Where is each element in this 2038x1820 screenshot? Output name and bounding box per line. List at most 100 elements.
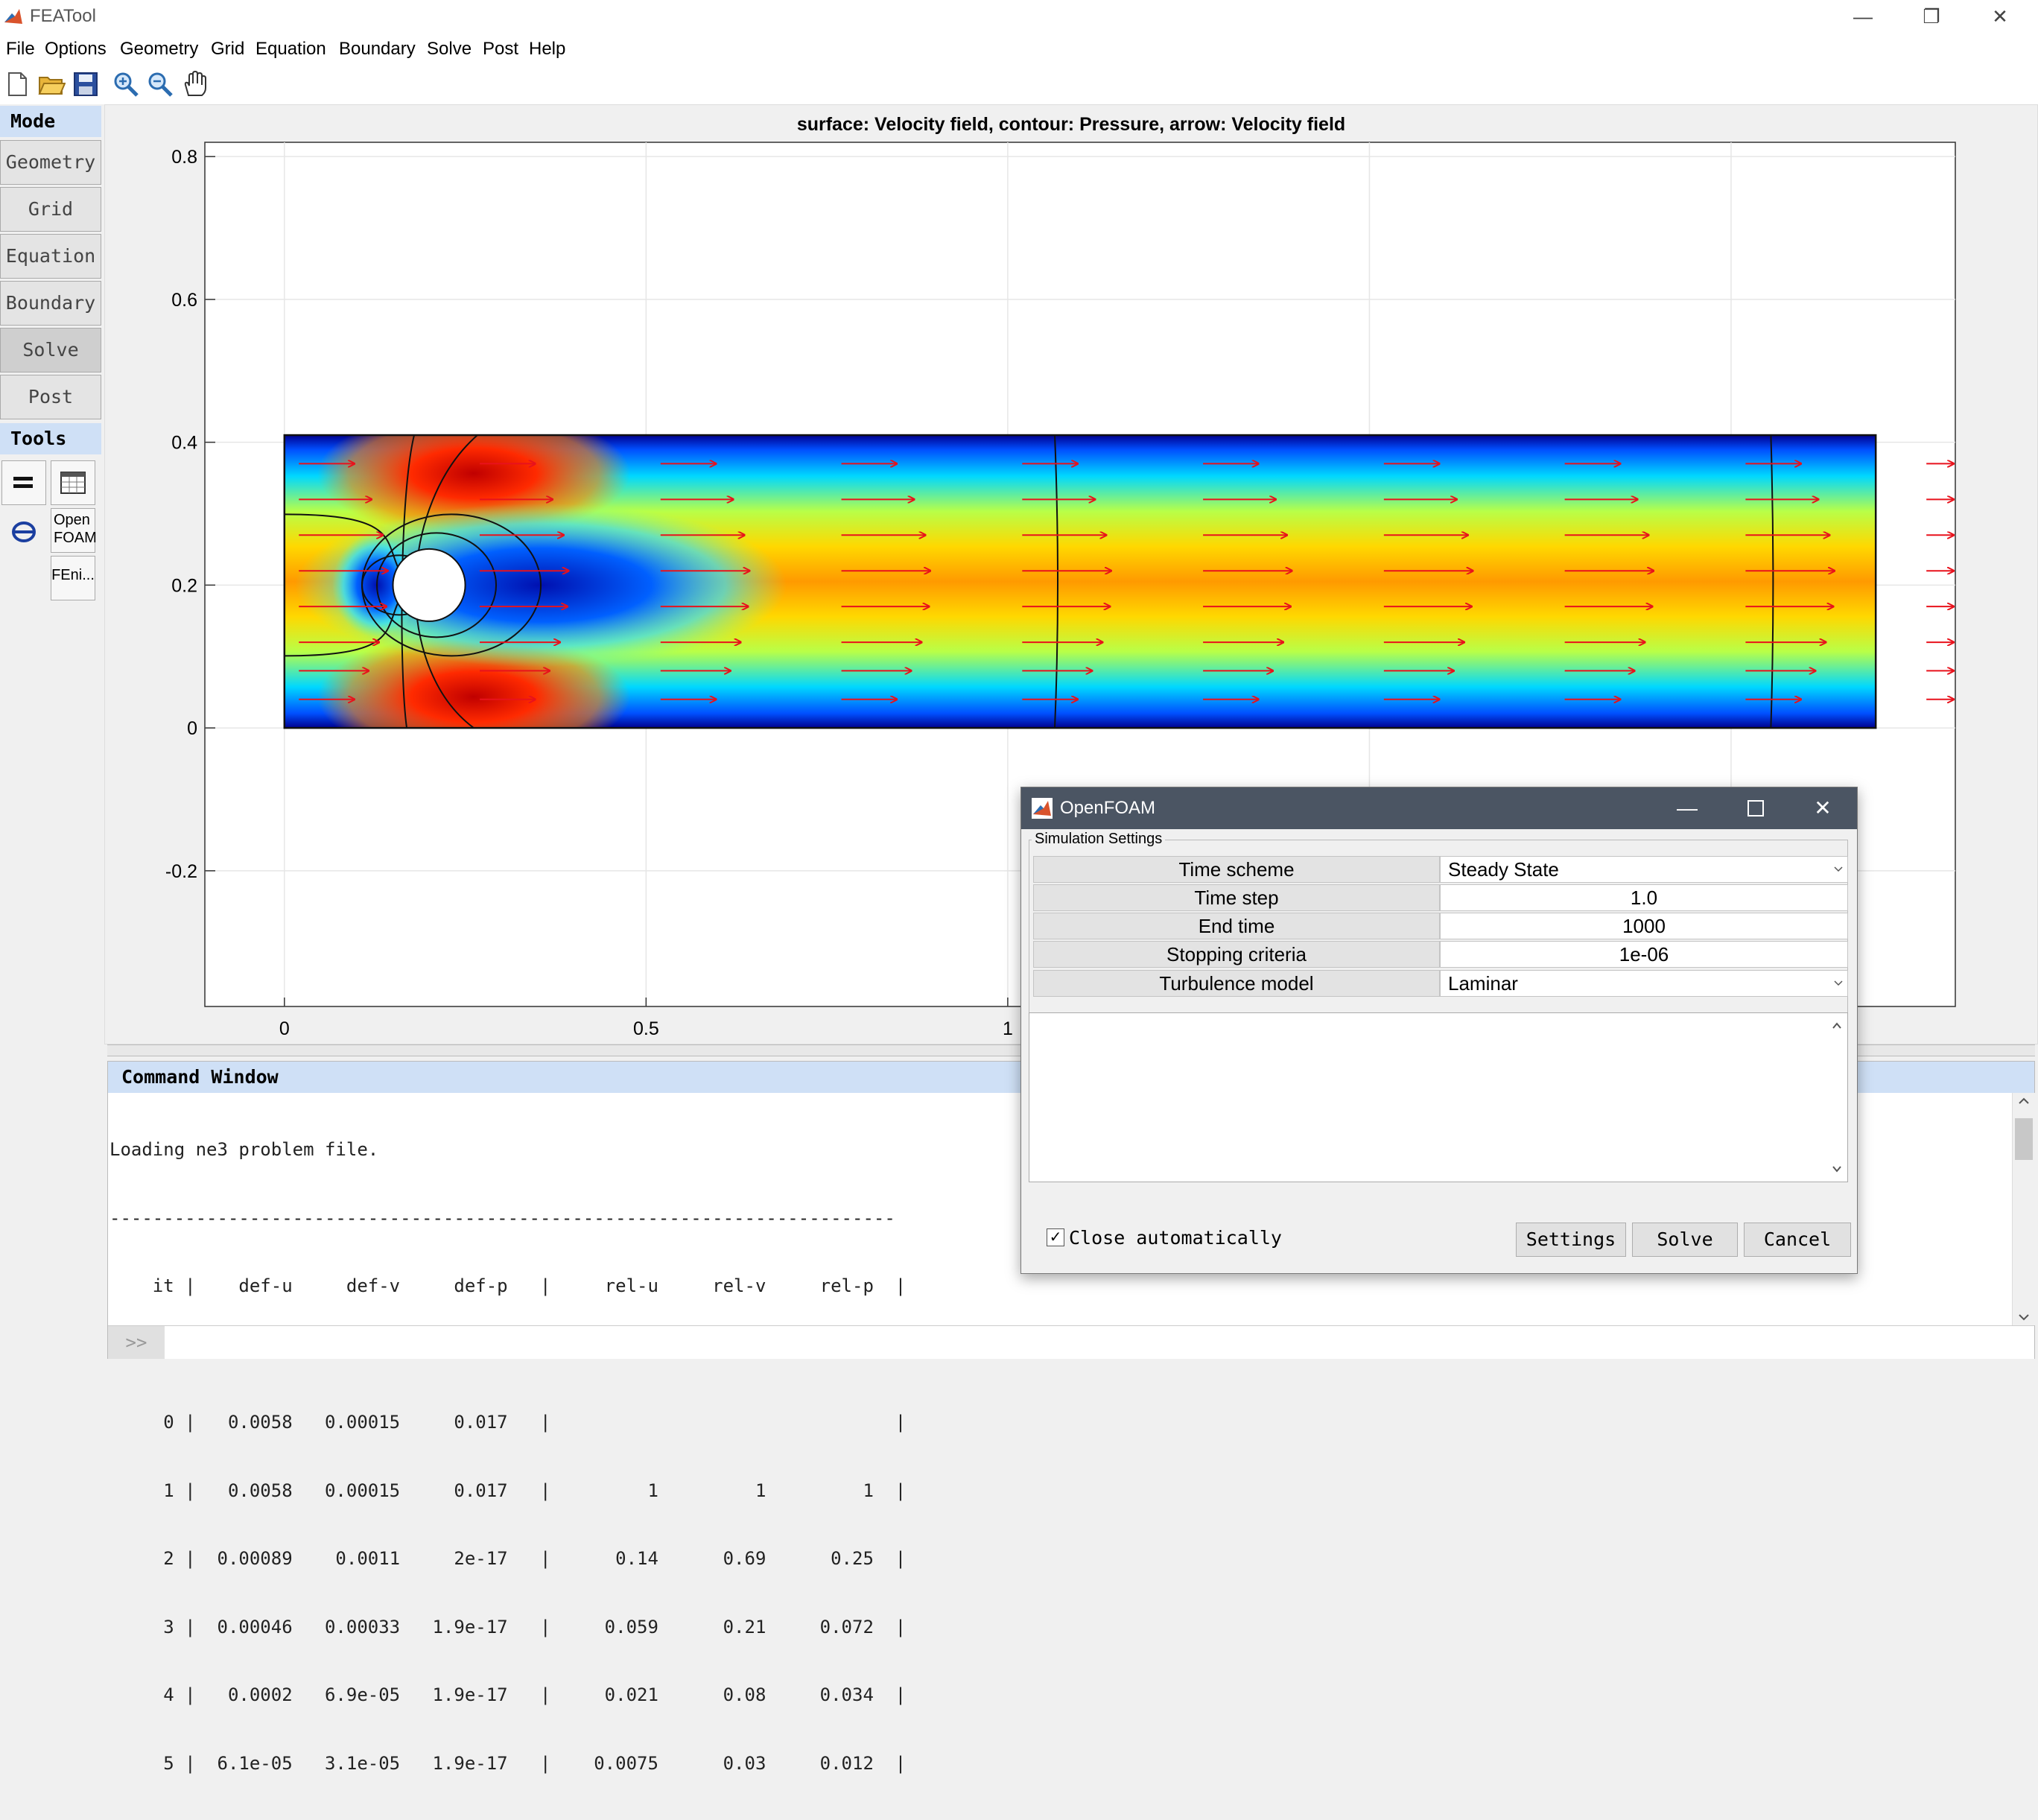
equals-icon [13,477,33,488]
menu-file[interactable]: File [6,39,35,59]
tools-header: Tools [0,423,101,454]
output-line: 4 | 0.0002 6.9e-05 1.9e-17 | 0.021 0.08 … [109,1684,907,1705]
end-time-field[interactable]: 1000 [1440,913,1848,939]
pressure-contour [376,532,498,638]
chevron-down-icon [1834,866,1843,872]
dialog-maximize-button[interactable] [1721,787,1790,829]
menu-bar: File Options Geometry Grid Equation Boun… [0,33,2038,64]
menu-boundary[interactable]: Boundary [339,39,416,59]
mode-geometry-button[interactable]: Geometry [0,140,101,185]
mode-equation-button[interactable]: Equation [0,234,101,279]
menu-geometry[interactable]: Geometry [120,39,199,59]
dialog-close-button[interactable]: ✕ [1814,796,1832,819]
dialog-log-area[interactable] [1029,1012,1848,1182]
x-tick-label: 0 [279,1018,290,1039]
stopping-criteria-label: Stopping criteria [1033,941,1440,968]
fenics-button[interactable]: FEni... [51,556,95,600]
y-tick-label: -0.2 [165,861,197,882]
maximize-icon [1747,800,1764,817]
dialog-title: OpenFOAM [1060,798,1156,818]
stopping-criteria-field[interactable]: 1e-06 [1440,941,1848,968]
y-tick-label: 0 [187,718,197,739]
table-icon [60,472,86,494]
y-tick-label: 0.6 [171,290,197,311]
output-line: 2 | 0.00089 0.0011 2e-17 | 0.14 0.69 0.2… [109,1548,907,1569]
menu-solve[interactable]: Solve [427,39,472,59]
channel-boundary [283,434,1877,729]
window-title: FEATool [30,6,96,26]
time-scheme-select[interactable]: Steady State [1440,856,1848,883]
openfoam-dialog: OpenFOAM — ✕ Simulation Settings Time sc… [1020,787,1858,1274]
menu-help[interactable]: Help [529,39,566,59]
dialog-minimize-button[interactable]: — [1677,796,1698,819]
matlab-logo-icon [3,6,24,27]
menu-options[interactable]: Options [45,39,107,59]
end-time-label: End time [1033,913,1440,939]
open-folder-icon[interactable] [37,70,66,98]
close-automatically-label: Close automatically [1069,1227,1282,1249]
menu-equation[interactable]: Equation [255,39,326,59]
zoom-out-icon[interactable] [146,70,174,98]
close-button[interactable]: ✕ [1992,5,2008,28]
dialog-title-bar: OpenFOAM — ✕ [1021,787,1857,829]
checkmark-icon: ✓ [1049,1229,1062,1246]
toolbar [0,64,2038,105]
dialog-log-scrollbar[interactable] [1826,1013,1847,1182]
new-file-icon[interactable] [3,70,31,98]
time-scheme-label: Time scheme [1033,856,1440,883]
cylinder-obstacle [392,548,466,622]
time-step-label: Time step [1033,884,1440,911]
pressure-contour [1770,435,1774,729]
plot-title: surface: Velocity field, contour: Pressu… [796,114,1346,135]
zoom-in-icon[interactable] [112,70,140,98]
turbulence-model-value: Laminar [1448,972,1518,995]
command-output: Loading ne3 problem file. --------------… [109,1093,906,1820]
pressure-contour [361,513,542,657]
mode-boundary-button[interactable]: Boundary [0,281,101,326]
command-scrollbar[interactable] [2012,1093,2035,1325]
time-scheme-value: Steady State [1448,858,1559,881]
y-tick-label: 0.4 [171,433,197,454]
output-line: 3 | 0.00046 0.00033 1.9e-17 | 0.059 0.21… [109,1616,907,1637]
mode-post-button[interactable]: Post [0,375,101,419]
x-tick-label: 0.5 [633,1018,659,1039]
cancel-button[interactable]: Cancel [1744,1223,1851,1257]
matlab-logo-icon [1032,798,1053,819]
y-tick-label: 0.8 [171,147,197,168]
equals-tool-button[interactable] [1,460,46,505]
turbulence-model-label: Turbulence model [1033,970,1440,997]
output-line: it | def-u def-v def-p | rel-u rel-v rel… [109,1275,907,1296]
command-input[interactable]: >> [108,1325,2034,1359]
output-line: 1 | 0.0058 0.00015 0.017 | 1 1 1 | [109,1480,907,1501]
save-icon[interactable] [72,70,100,98]
command-prompt: >> [108,1326,165,1359]
pressure-contour [1054,435,1059,729]
velocity-surface [284,435,1876,729]
velocity-arrows [299,463,1954,699]
x-tick-label: 1 [1003,1018,1013,1039]
pan-hand-icon[interactable] [180,70,209,98]
solve-button[interactable]: Solve [1632,1223,1738,1257]
close-automatically-checkbox[interactable]: ✓ [1047,1228,1064,1246]
output-line: 5 | 6.1e-05 3.1e-05 1.9e-17 | 0.0075 0.0… [109,1752,907,1774]
mode-header: Mode [0,106,101,137]
mode-grid-button[interactable]: Grid [0,187,101,232]
output-line: 0 | 0.0058 0.00015 0.017 | | [109,1412,907,1433]
mode-panel: Mode Geometry Grid Equation Boundary Sol… [0,104,104,1359]
menu-post[interactable]: Post [483,39,519,59]
title-bar: FEATool — ❐ ✕ [0,0,2038,33]
y-tick-label: 0.2 [171,575,197,596]
mode-solve-button[interactable]: Solve [0,328,101,372]
openfoam-button[interactable]: Open FOAM [51,508,97,553]
simulation-settings-label: Simulation Settings [1032,831,1166,848]
turbulence-model-select[interactable]: Laminar [1440,970,1848,997]
chevron-down-icon [1834,980,1843,986]
minimize-button[interactable]: — [1853,5,1873,28]
menu-grid[interactable]: Grid [211,39,245,59]
openfoam-logo-icon [4,513,43,551]
output-line: Loading ne3 problem file. [109,1139,379,1160]
time-step-field[interactable]: 1.0 [1440,884,1848,911]
table-tool-button[interactable] [51,460,95,505]
restore-button[interactable]: ❐ [1923,5,1940,28]
settings-button[interactable]: Settings [1516,1223,1626,1257]
